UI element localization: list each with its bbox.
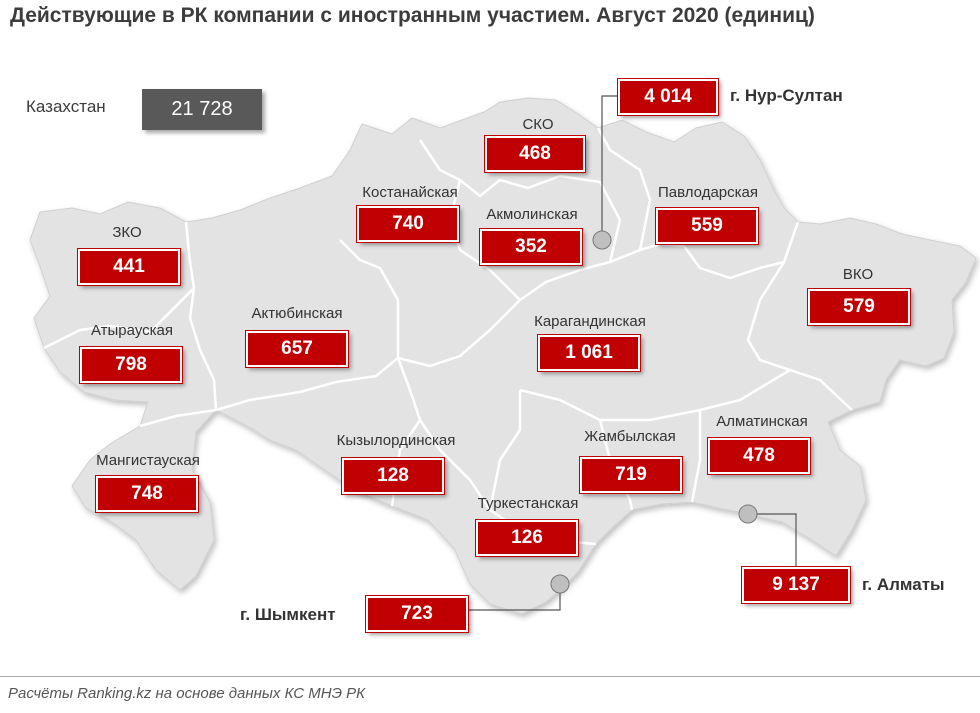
- region-label-mangystau: Мангистауская: [96, 452, 200, 469]
- region-label-zhambyl: Жамбылская: [584, 428, 676, 445]
- city-value-nur-sultan: 4 014: [617, 78, 719, 116]
- region-value-akmola: 352: [479, 228, 583, 266]
- city-label-almaty: г. Алматы: [862, 575, 945, 594]
- region-label-vko: ВКО: [842, 266, 874, 283]
- region-label-turkestan: Туркестанская: [477, 495, 579, 512]
- region-value-kyzylorda: 128: [341, 457, 445, 495]
- region-label-akmola: Акмолинская: [486, 206, 578, 223]
- total-label: Казахстан: [26, 97, 106, 116]
- map-title: Действующие в РК компании с иностранным …: [10, 4, 815, 27]
- region-value-almaty-region: 478: [707, 437, 811, 475]
- region-value-pavlodar: 559: [655, 207, 759, 245]
- region-value-zhambyl: 719: [579, 456, 683, 494]
- nur-sultan-connector: [601, 95, 620, 240]
- region-value-atyrau: 798: [79, 346, 183, 384]
- region-value-mangystau: 748: [95, 475, 199, 513]
- region-value-zko: 441: [77, 248, 181, 286]
- region-value-turkestan: 126: [475, 519, 579, 557]
- city-label-shymkent: г. Шымкент: [240, 605, 336, 624]
- region-label-aktobe: Актюбинская: [251, 305, 343, 322]
- region-value-sko: 468: [484, 135, 586, 173]
- shymkent-marker: [550, 574, 570, 594]
- region-value-karaganda: 1 061: [537, 334, 641, 372]
- region-label-sko: СКО: [522, 116, 554, 133]
- total-value-box: 21 728: [142, 89, 262, 130]
- nur-sultan-marker: [592, 230, 612, 250]
- region-value-vko: 579: [807, 288, 911, 326]
- source-note: Расчёты Ranking.kz на основе данных КС М…: [8, 685, 366, 702]
- region-label-almaty-region: Алматинская: [716, 413, 808, 430]
- city-value-shymkent: 723: [365, 595, 469, 633]
- almaty-marker: [738, 504, 758, 524]
- region-value-aktobe: 657: [245, 330, 349, 368]
- region-value-kostanay: 740: [356, 205, 460, 243]
- region-label-kyzylorda: Кызылординская: [336, 432, 456, 449]
- footer-divider: [0, 676, 980, 677]
- region-label-pavlodar: Павлодарская: [658, 184, 758, 201]
- region-label-zko: ЗКО: [112, 224, 142, 241]
- city-value-almaty: 9 137: [741, 566, 851, 604]
- city-label-nur-sultan: г. Нур-Султан: [730, 86, 843, 105]
- region-label-kostanay: Костанайская: [362, 184, 458, 201]
- region-label-karaganda: Карагандинская: [534, 313, 646, 330]
- region-label-atyrau: Атырауская: [90, 322, 174, 339]
- region-borders: [43, 127, 853, 546]
